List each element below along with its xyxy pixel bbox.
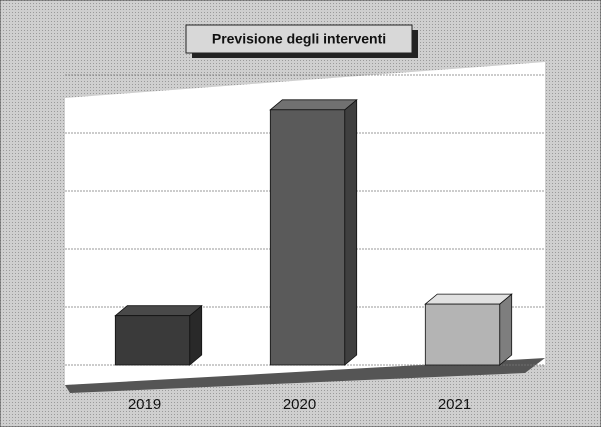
title-box (185, 24, 413, 54)
bar (269, 109, 346, 366)
bar-top (424, 293, 513, 305)
x-tick-label: 2020 (283, 396, 316, 413)
bar-top (114, 305, 203, 317)
bar-top (269, 99, 358, 111)
x-tick-label: 2019 (128, 396, 161, 413)
floor (65, 358, 545, 393)
bar (424, 303, 501, 366)
chart-title: Previsione degli interventi (212, 31, 386, 47)
x-tick-label: 2021 (438, 396, 471, 413)
bar (114, 315, 191, 366)
bar-side (344, 98, 358, 366)
bar-side (499, 293, 513, 366)
